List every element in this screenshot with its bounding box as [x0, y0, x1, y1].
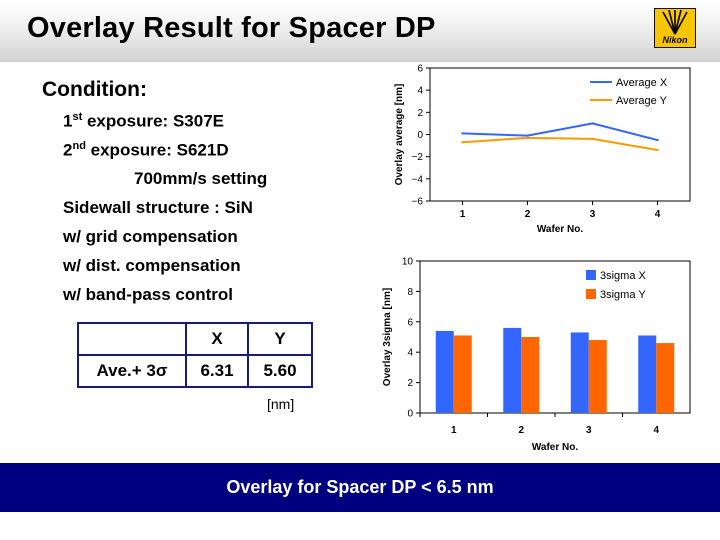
table-header-row: X Y: [77, 322, 313, 356]
bar-x: [435, 330, 454, 413]
series-line-1: [462, 122, 658, 142]
y-tick-label: −4: [412, 174, 424, 185]
series-line-2: [462, 136, 658, 152]
y-tick-label: −2: [412, 152, 424, 163]
y-tick-label: 6: [407, 317, 413, 328]
title-bar: Overlay Result for Spacer DP Nikon: [0, 0, 720, 62]
data-point: [526, 134, 529, 137]
ordinal-number: 2: [63, 140, 73, 160]
x-axis-label: Wafer No.: [532, 442, 579, 453]
data-point: [591, 122, 594, 125]
x-axis-label: Wafer No.: [537, 224, 584, 235]
ordinal-suffix: st: [72, 111, 83, 123]
table-row-label: Ave.+ 3σ: [77, 354, 187, 388]
y-tick-label: −6: [412, 197, 424, 208]
bar-y: [453, 335, 472, 413]
y-tick-label: 6: [417, 64, 423, 75]
x-tick-label: 1: [451, 425, 457, 436]
legend-label: Average Y: [616, 95, 668, 107]
y-tick-label: 0: [417, 130, 423, 141]
table-header-y: Y: [247, 322, 313, 356]
y-tick-label: 10: [402, 257, 414, 268]
x-tick-label: 3: [590, 209, 596, 220]
legend-swatch: [586, 289, 596, 299]
legend-label: 3sigma X: [600, 270, 647, 282]
y-tick-label: 2: [417, 108, 423, 119]
table-row: Ave.+ 3σ 6.31 5.60: [77, 354, 313, 388]
slide-title: Overlay Result for Spacer DP: [27, 12, 436, 44]
data-point: [656, 148, 659, 152]
x-tick-label: 3: [586, 425, 592, 436]
y-tick-label: 8: [407, 287, 413, 298]
footer-banner: Overlay for Spacer DP < 6.5 nm: [0, 463, 720, 512]
legend-label: Average X: [616, 77, 668, 89]
footer-text: Overlay for Spacer DP < 6.5 nm: [226, 477, 494, 497]
sidewall-line: Sidewall structure : SiN: [63, 198, 253, 217]
bar-x: [638, 335, 657, 413]
y-tick-label: 0: [407, 409, 413, 420]
data-point: [461, 141, 464, 144]
y-tick-label: 4: [417, 86, 423, 97]
x-tick-label: 4: [653, 425, 659, 436]
bar-y: [588, 340, 607, 413]
bar-x: [570, 332, 589, 413]
logo-rays-icon: [662, 9, 688, 35]
y-tick-label: 2: [407, 378, 413, 389]
x-tick-label: 1: [460, 209, 466, 220]
second-exposure-line: 2nd exposure: S621D: [63, 140, 229, 161]
x-tick-label: 2: [525, 209, 531, 220]
overlay-average-chart: −6 −4 −2 0 2 4 6 1 2 3 4 Wafer No. Overlay average […: [394, 64, 691, 235]
bar-y: [521, 337, 540, 413]
legend-swatch: [586, 270, 596, 280]
ordinal-suffix: nd: [72, 140, 86, 152]
bar-y: [656, 343, 675, 413]
grid-compensation-line: w/ grid compensation: [63, 227, 238, 246]
data-point: [461, 132, 464, 135]
unit-note: [nm]: [267, 396, 295, 412]
data-point: [526, 136, 529, 140]
y-axis-label: Overlay average [nm]: [394, 84, 405, 186]
legend-label: 3sigma Y: [600, 289, 646, 301]
nikon-logo: Nikon: [654, 8, 696, 48]
x-tick-label: 4: [655, 209, 661, 220]
exposure-text: exposure: S621D: [85, 140, 229, 160]
table-value-x: 6.31: [185, 354, 249, 388]
dist-compensation-line: w/ dist. compensation: [63, 256, 241, 275]
table-value-y: 5.60: [247, 354, 313, 388]
first-exposure-line: 1st exposure: S307E: [63, 111, 224, 132]
data-point: [591, 137, 594, 141]
x-tick-label: 2: [518, 425, 524, 436]
bar-x: [503, 327, 522, 413]
ordinal-number: 1: [63, 111, 73, 131]
y-tick-label: 4: [407, 348, 413, 359]
y-axis-label: Overlay 3sigma [nm]: [382, 288, 393, 386]
setting-line: 700mm/s setting: [134, 169, 268, 188]
table-header-x: X: [185, 322, 249, 356]
result-table: X Y Ave.+ 3σ 6.31 5.60: [77, 322, 313, 388]
exposure-text: exposure: S307E: [82, 111, 224, 131]
bandpass-control-line: w/ band-pass control: [63, 285, 234, 304]
data-point: [656, 138, 659, 142]
table-corner-cell: [77, 322, 187, 356]
condition-heading: Condition:: [42, 78, 147, 101]
logo-text: Nikon: [662, 35, 688, 45]
